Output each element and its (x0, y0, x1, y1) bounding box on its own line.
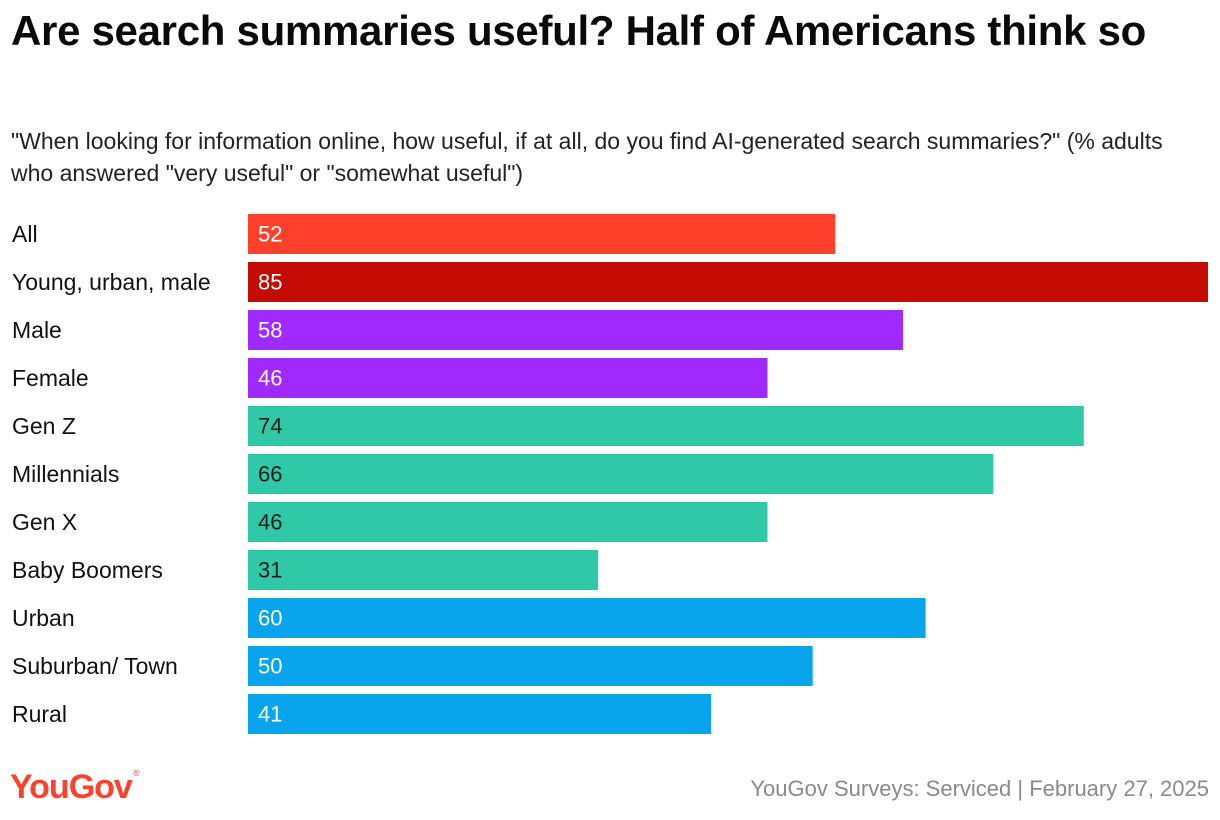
value-label: 31 (258, 558, 282, 583)
category-label: Gen Z (12, 413, 76, 439)
chart-title: Are search summaries useful? Half of Ame… (11, 7, 1146, 54)
category-label: Suburban/ Town (12, 653, 178, 679)
value-label: 85 (258, 270, 282, 295)
registered-mark: ® (132, 768, 140, 778)
bar (248, 598, 926, 638)
category-label: Gen X (12, 509, 77, 535)
bar (248, 406, 1084, 446)
category-label: Urban (12, 605, 75, 631)
bar (248, 214, 836, 254)
value-label: 58 (258, 318, 282, 343)
bar (248, 694, 712, 734)
value-label: 41 (258, 702, 282, 727)
category-label: Female (12, 365, 89, 391)
value-label: 50 (258, 654, 282, 679)
bar (248, 502, 768, 542)
value-label: 52 (258, 222, 282, 247)
category-label: All (12, 221, 38, 247)
category-label: Male (12, 317, 62, 343)
bar (248, 454, 994, 494)
value-label: 46 (258, 510, 282, 535)
value-label: 66 (258, 462, 282, 487)
bar (248, 262, 1208, 302)
category-label: Young, urban, male (12, 269, 211, 295)
yougov-logo: YouGov® (10, 768, 139, 807)
category-label: Baby Boomers (12, 557, 163, 583)
bar-chart: All 52 Young, urban, male 85 Male 58 Female 46 G… (12, 214, 1208, 734)
bar (248, 358, 768, 398)
value-label: 60 (258, 606, 282, 631)
category-label: Rural (12, 701, 67, 727)
value-label: 46 (258, 366, 282, 391)
bar (248, 550, 599, 590)
chart-subtitle: "When looking for information online, ho… (11, 128, 1163, 186)
bar (248, 646, 813, 686)
bar (248, 310, 904, 350)
brand-text: YouGov (10, 768, 133, 806)
source-note: YouGov Surveys: Serviced | February 27, … (750, 776, 1209, 801)
category-label: Millennials (12, 461, 119, 487)
value-label: 74 (258, 414, 282, 439)
